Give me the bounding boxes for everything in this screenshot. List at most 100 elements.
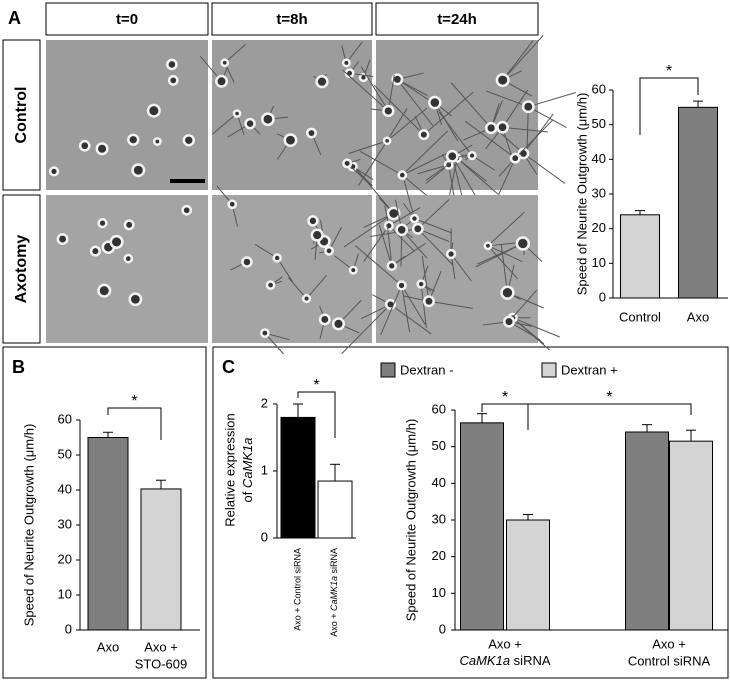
- x-tick-label: Axo + CaMK1a siRNA: [329, 548, 339, 637]
- cell: [227, 199, 238, 210]
- neurite: [355, 245, 402, 286]
- cell: [445, 248, 457, 260]
- neurite: [403, 181, 415, 219]
- x-tick-label: Axo +: [488, 636, 522, 651]
- neurite: [421, 255, 430, 302]
- legend-label: Dextran +: [561, 362, 618, 377]
- neurite: [428, 300, 473, 309]
- header-box: [375, 2, 539, 36]
- cell: [382, 104, 395, 118]
- cell: [341, 58, 351, 68]
- neurite: [386, 107, 428, 142]
- error-bar: [293, 403, 303, 418]
- neurite: [502, 126, 549, 133]
- y-tick-label: 60: [592, 81, 606, 96]
- cell: [307, 215, 319, 227]
- time-label: t=8h: [276, 11, 307, 28]
- bar: [280, 416, 316, 539]
- cell: [241, 256, 253, 268]
- cell: [272, 253, 282, 263]
- neurite: [477, 243, 524, 265]
- cell: [265, 280, 276, 290]
- neurite: [387, 225, 393, 266]
- neurite: [341, 304, 391, 355]
- y-tick-label: 1: [261, 462, 268, 477]
- cell: [131, 163, 146, 178]
- cell: [78, 139, 91, 152]
- error-bar: [330, 463, 340, 482]
- cell: [97, 283, 112, 298]
- x-tick-label: Axo: [687, 309, 709, 324]
- cell: [445, 149, 459, 163]
- text-segment: siRNA: [510, 653, 551, 668]
- cell: [310, 228, 324, 242]
- neurite: [348, 140, 388, 154]
- micrograph: [46, 40, 208, 190]
- x-tick-label: Axo +: [652, 636, 686, 651]
- cell: [97, 217, 108, 229]
- cell: [215, 74, 228, 88]
- cell: [496, 120, 509, 134]
- neurite: [523, 153, 566, 184]
- neurite: [373, 84, 425, 135]
- panel-label: A: [8, 8, 21, 28]
- y-tick-label: 10: [432, 585, 446, 600]
- row-box: [2, 194, 41, 344]
- neurite: [417, 164, 449, 175]
- x-tick-label: CaMK1a siRNA: [459, 653, 550, 668]
- x-tick-label: Axo + Control siRNA: [292, 548, 302, 631]
- bar: [317, 480, 353, 539]
- neurite: [502, 40, 534, 81]
- error-bar: [642, 424, 652, 432]
- error-bar: [103, 431, 113, 438]
- neurite: [414, 218, 453, 234]
- y-axis-label: Speed of Neurite Outgrowth (μm/h): [21, 424, 36, 627]
- neurite: [396, 79, 434, 126]
- cell: [428, 95, 442, 110]
- cell: [382, 136, 392, 146]
- cell: [301, 293, 312, 304]
- y-tick-label: 50: [432, 438, 446, 453]
- condition-label: Control: [13, 87, 30, 144]
- error-bar: [693, 100, 703, 108]
- neurite: [502, 35, 544, 81]
- y-tick-label: 20: [592, 220, 606, 235]
- cell: [244, 117, 256, 130]
- error-bar: [686, 429, 696, 442]
- significance-bracket: [527, 403, 692, 430]
- y-tick-label: 20: [432, 548, 446, 563]
- bar: [460, 422, 504, 631]
- y-tick-label: 50: [58, 446, 72, 461]
- neurite: [306, 275, 327, 299]
- neurite: [401, 130, 449, 176]
- time-label: t=0: [116, 11, 138, 28]
- significance-bracket: [107, 407, 162, 440]
- text-segment: CaMK1a: [329, 576, 339, 611]
- cell: [391, 73, 404, 86]
- significance-label: *: [666, 63, 672, 80]
- neurite: [386, 108, 408, 142]
- neurite: [417, 199, 450, 230]
- neurite: [401, 285, 411, 333]
- neurite: [449, 158, 458, 196]
- y-tick-label: 0: [439, 621, 446, 636]
- x-tick-label: Axo +: [144, 639, 178, 654]
- neurite: [402, 152, 449, 176]
- neurite: [528, 106, 567, 128]
- y-tick-label: 0: [599, 289, 606, 304]
- neurite: [355, 168, 395, 214]
- neurite: [357, 140, 388, 186]
- y-tick-label: 0: [65, 621, 72, 636]
- header-box: [211, 2, 373, 36]
- cell: [261, 112, 275, 127]
- cell: [128, 292, 143, 307]
- cell: [397, 170, 408, 180]
- cell: [383, 220, 394, 231]
- neurite: [420, 283, 427, 328]
- text-segment: CaMK1a: [240, 437, 255, 488]
- scale-bar: [170, 179, 205, 183]
- cell: [331, 317, 346, 331]
- y-tick-label: 40: [58, 481, 72, 496]
- bar: [625, 431, 669, 631]
- cell: [318, 313, 331, 326]
